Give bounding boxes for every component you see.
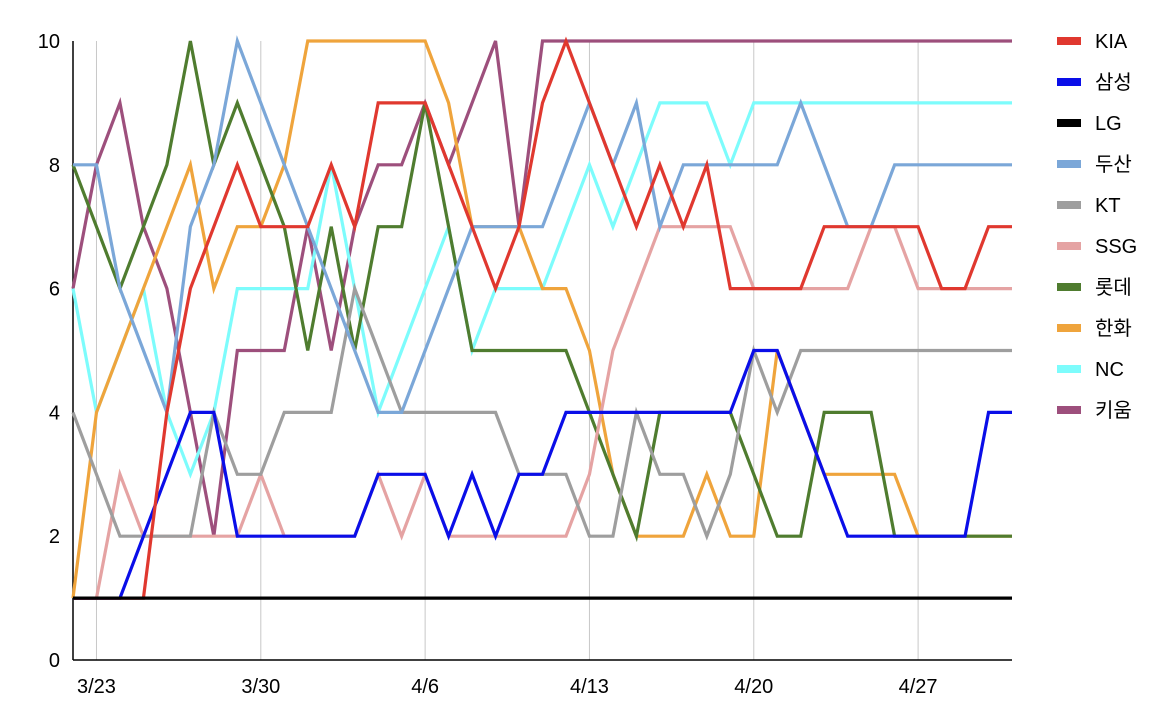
y-tick-label: 8 [49, 155, 60, 177]
series-line-8 [71, 39, 1012, 599]
legend-swatch [1057, 160, 1081, 168]
series-line-7 [71, 40, 1012, 543]
series-line-6 [73, 225, 1012, 600]
y-tick-label: 10 [38, 31, 60, 53]
legend-label: KT [1095, 195, 1121, 217]
legend-swatch [1057, 78, 1081, 86]
series-line-2 [73, 348, 1012, 600]
legend-swatch [1057, 242, 1081, 250]
legend-label: 한화 [1095, 317, 1132, 340]
series-line-1 [73, 36, 1012, 600]
series-lines [71, 35, 1012, 600]
x-tick-label: 3/23 [77, 676, 116, 698]
legend-swatch [1057, 201, 1081, 209]
x-tick-label: 3/30 [241, 676, 280, 698]
legend-swatch [1057, 119, 1081, 127]
legend-label: NC [1095, 359, 1124, 381]
legend-label: LG [1095, 113, 1122, 135]
legend-label: KIA [1095, 31, 1128, 53]
x-tick-label: 4/13 [570, 676, 609, 698]
series-line-10 [71, 39, 1012, 537]
legend-swatch [1057, 365, 1081, 373]
x-tick-label: 4/20 [734, 676, 773, 698]
legend-swatch [1057, 37, 1081, 45]
x-tick-labels: 3/23 3/30 4/6 4/13 4/20 4/27 [77, 676, 938, 698]
legend-swatch [1057, 406, 1081, 414]
y-tick-label: 4 [49, 402, 60, 424]
x-tick-label: 4/27 [899, 676, 938, 698]
x-tick-label: 4/6 [411, 676, 439, 698]
legend-swatch [1057, 324, 1081, 332]
y-tick-label: 2 [49, 526, 60, 548]
legend-swatch [1057, 283, 1081, 291]
axes [72, 41, 1012, 661]
legend-label: 두산 [1095, 153, 1132, 176]
y-tick-label: 6 [49, 279, 60, 301]
y-tick-label: 0 [49, 650, 60, 672]
legend-label: SSG [1095, 236, 1137, 258]
legend-label: 키움 [1095, 399, 1132, 422]
legend-label: 롯데 [1095, 276, 1132, 299]
legend-label: 삼성 [1095, 71, 1132, 94]
y-tick-labels: 0 2 4 6 8 10 [38, 31, 60, 672]
